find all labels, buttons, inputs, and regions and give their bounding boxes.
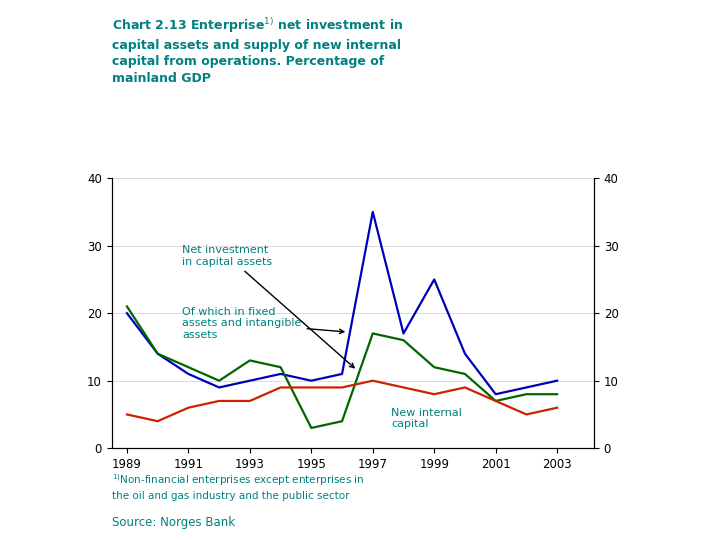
Text: $^{1)}$Non-financial enterprises except enterprises in
the oil and gas industry : $^{1)}$Non-financial enterprises except … xyxy=(112,472,364,501)
Text: Of which in fixed
assets and intangible
assets: Of which in fixed assets and intangible … xyxy=(182,307,344,340)
Text: Net investment
in capital assets: Net investment in capital assets xyxy=(182,245,354,368)
Text: Chart 2.13 Enterprise$^{1)}$ net investment in
capital assets and supply of new : Chart 2.13 Enterprise$^{1)}$ net investm… xyxy=(112,16,402,85)
Text: New internal
capital: New internal capital xyxy=(391,408,462,429)
Text: Source: Norges Bank: Source: Norges Bank xyxy=(112,516,235,529)
